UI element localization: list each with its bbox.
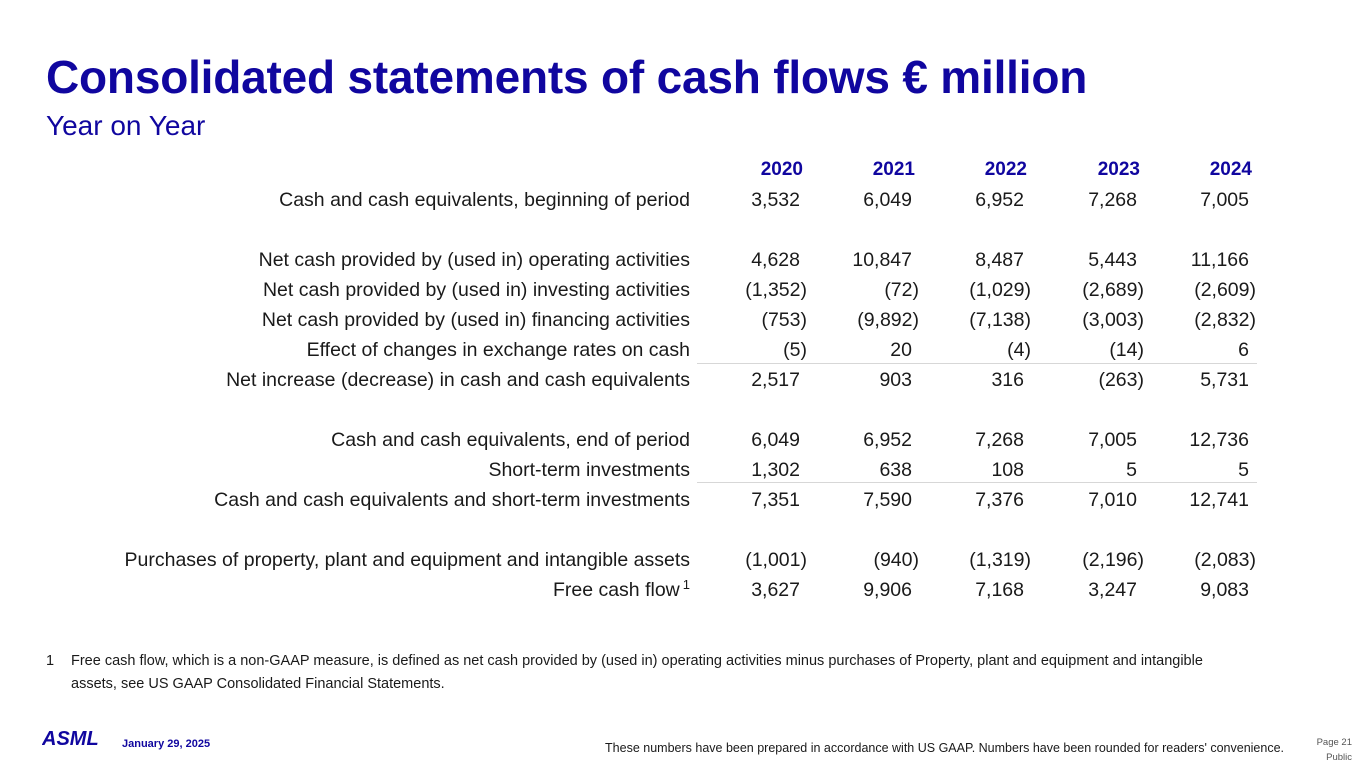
table-cell: 7,168 (975, 579, 1024, 601)
table-cell: 9,083 (1200, 579, 1249, 601)
table-cell: 3,247 (1088, 579, 1137, 601)
classification-label: Public (1326, 752, 1352, 763)
year-header-3: 2023 (1097, 159, 1140, 180)
table-cell: 3,532 (751, 189, 800, 211)
table-cell: (2,832) (1194, 309, 1256, 331)
table-cell: 6 (1238, 339, 1249, 361)
table-cell: 9,906 (863, 579, 912, 601)
table-cell: 7,351 (751, 489, 800, 511)
row-label: Free cash flow 1 (552, 577, 690, 602)
table-cell: 7,005 (1088, 429, 1137, 451)
table-cell: 2,517 (751, 369, 800, 391)
table-cell: (7,138) (969, 309, 1031, 331)
row-label-text: Purchases of property, plant and equipme… (124, 549, 691, 571)
row-label-text: Cash and cash equivalents and short-term… (214, 489, 690, 511)
row-label: Net cash provided by (used in) financing… (262, 309, 690, 332)
row-label-text: Net cash provided by (used in) operating… (258, 249, 690, 271)
table-cell: 6,049 (863, 189, 912, 211)
table-cell: 7,376 (975, 489, 1024, 511)
table-cell: (1,319) (969, 549, 1031, 571)
row-label-text: Short-term investments (488, 459, 690, 481)
table-cell: (1,029) (969, 279, 1031, 301)
table-cell: 8,487 (975, 249, 1024, 271)
table-cell: (3,003) (1082, 309, 1144, 331)
footer-date: January 29, 2025 (122, 738, 211, 750)
table-cell: 4,628 (751, 249, 800, 271)
table-cell: 6,952 (975, 189, 1024, 211)
table-cell: (1,352) (745, 279, 807, 301)
table-cell: 6,952 (863, 429, 912, 451)
table-cell: (4) (1007, 339, 1031, 361)
year-header-1: 2021 (872, 159, 915, 180)
subtotal-rule (697, 363, 1257, 364)
table-cell: (1,001) (745, 549, 807, 571)
row-label: Net cash provided by (used in) investing… (263, 279, 690, 302)
table-cell: 6,049 (751, 429, 800, 451)
table-cell: 108 (991, 459, 1024, 481)
footnote-text: Free cash flow, which is a non-GAAP meas… (71, 653, 1203, 692)
table-cell: (9,892) (857, 309, 919, 331)
table-cell: (2,083) (1194, 549, 1256, 571)
table-cell: 7,010 (1088, 489, 1137, 511)
row-label: Purchases of property, plant and equipme… (125, 549, 691, 572)
row-label-text: Net cash provided by (used in) financing… (261, 309, 690, 331)
table-cell: 5 (1126, 459, 1137, 481)
row-label: Net cash provided by (used in) operating… (259, 249, 690, 272)
row-label-text: Effect of changes in exchange rates on c… (306, 339, 690, 361)
table-cell: (753) (761, 309, 807, 331)
row-label-text: Net cash provided by (used in) investing… (262, 279, 690, 301)
page-number: Page 21 (1316, 737, 1352, 748)
table-cell: (2,196) (1082, 549, 1144, 571)
row-label: Cash and cash equivalents, beginning of … (279, 189, 690, 212)
footnote: 1 Free cash flow, which is a non-GAAP me… (46, 650, 1226, 696)
table-cell: (940) (873, 549, 919, 571)
year-header-2: 2022 (984, 159, 1027, 180)
row-label: Net increase (decrease) in cash and cash… (226, 369, 690, 392)
row-label-text: Cash and cash equivalents, beginning of … (279, 189, 690, 211)
table-cell: 5,731 (1200, 369, 1249, 391)
table-cell: 5,443 (1088, 249, 1137, 271)
table-cell: 10,847 (852, 249, 912, 271)
table-cell: 5 (1238, 459, 1249, 481)
page-subtitle: Year on Year (46, 110, 206, 141)
table-cell: (263) (1098, 369, 1144, 391)
row-label: Cash and cash equivalents and short-term… (214, 489, 690, 512)
table-cell: 7,005 (1200, 189, 1249, 211)
page-title: Consolidated statements of cash flows € … (46, 51, 1088, 103)
year-header-0: 2020 (760, 159, 803, 180)
table-cell: 903 (879, 369, 912, 391)
year-header-4: 2024 (1209, 159, 1252, 180)
table-cell: 12,741 (1189, 489, 1249, 511)
table-cell: 12,736 (1189, 429, 1249, 451)
row-label-text: Net increase (decrease) in cash and cash… (226, 369, 690, 391)
footnote-marker: 1 (682, 577, 690, 592)
footer-disclaimer: These numbers have been prepared in acco… (605, 741, 1284, 755)
table-cell: (2,609) (1194, 279, 1256, 301)
row-label: Cash and cash equivalents, end of period (331, 429, 690, 452)
table-cell: 20 (890, 339, 912, 361)
table-cell: (2,689) (1082, 279, 1144, 301)
logo-text: ASML (42, 728, 99, 749)
row-label-text: Cash and cash equivalents, end of period (331, 429, 690, 451)
table-cell: 7,268 (975, 429, 1024, 451)
table-cell: 7,268 (1088, 189, 1137, 211)
row-label: Short-term investments (488, 459, 690, 482)
subtotal-rule (697, 482, 1257, 483)
table-cell: 7,590 (863, 489, 912, 511)
table-cell: 11,166 (1190, 249, 1249, 271)
table-cell: (5) (783, 339, 807, 361)
table-cell: (72) (884, 279, 919, 301)
table-cell: 316 (991, 369, 1024, 391)
table-cell: 3,627 (751, 579, 800, 601)
table-cell: 638 (879, 459, 912, 481)
footnote-number: 1 (46, 653, 55, 669)
asml-logo: ASML (42, 728, 99, 749)
row-label-text: Free cash flow (552, 579, 680, 601)
table-cell: (14) (1109, 339, 1144, 361)
table-cell: 1,302 (751, 459, 800, 481)
row-label: Effect of changes in exchange rates on c… (307, 339, 690, 362)
